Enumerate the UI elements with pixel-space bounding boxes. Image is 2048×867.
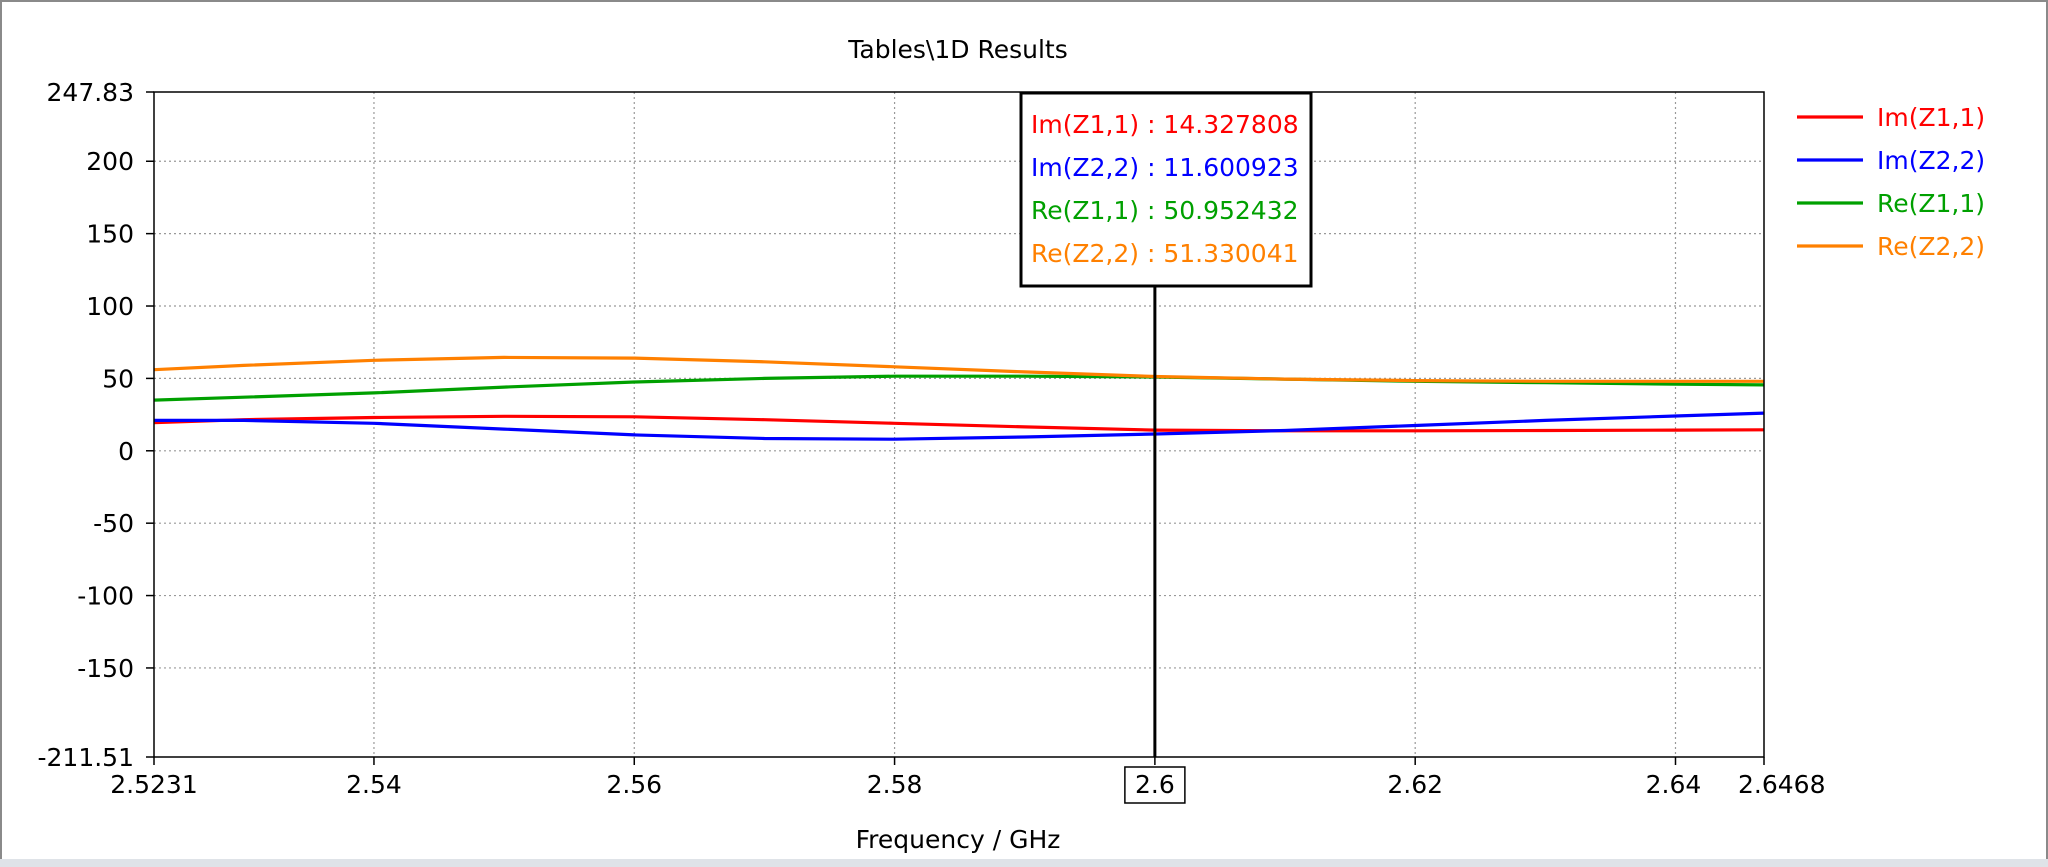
y-tick-label: 247.83 bbox=[47, 78, 134, 107]
y-tick-label: 50 bbox=[102, 364, 134, 393]
plot-area bbox=[153, 91, 1765, 758]
legend: Im(Z1,1) Im(Z2,2) Re(Z1,1) Re(Z2,2) bbox=[1797, 103, 1985, 261]
chart-title: Tables\1D Results bbox=[847, 35, 1067, 64]
y-tick-label: 100 bbox=[86, 292, 134, 321]
y-tick-label: -211.51 bbox=[38, 743, 135, 772]
x-tick-label: 2.5231 bbox=[110, 770, 197, 799]
series-lines bbox=[153, 355, 1765, 441]
x-tick-label: 2.54 bbox=[346, 770, 402, 799]
legend-label: Im(Z2,2) bbox=[1877, 146, 1985, 175]
x-tick-label: 2.58 bbox=[867, 770, 923, 799]
y-tick-label: -150 bbox=[77, 654, 134, 683]
series-line bbox=[154, 411, 1765, 441]
legend-label: Im(Z1,1) bbox=[1877, 103, 1985, 132]
x-tick-label: 2.64 bbox=[1646, 770, 1702, 799]
marker-x-label-box bbox=[1124, 766, 1186, 804]
marker-readout-text: Re(Z1,1) : 50.952432 bbox=[1031, 196, 1299, 225]
x-tick-label: 2.6 bbox=[1135, 770, 1175, 799]
legend-label: Re(Z2,2) bbox=[1877, 232, 1985, 261]
marker-readout-text: Im(Z2,2) : 11.600923 bbox=[1031, 153, 1299, 182]
y-tick-label: 0 bbox=[118, 437, 134, 466]
x-axis-label: Frequency / GHz bbox=[856, 825, 1061, 854]
marker-readout-text: Im(Z1,1) : 14.327808 bbox=[1031, 110, 1299, 139]
axes: 2.5231 2.54 2.56 2.58 2.6 2.62 2.64 2.6468 247.8… bbox=[38, 78, 1825, 804]
y-tick-label: -100 bbox=[77, 582, 134, 611]
marker[interactable]: Im(Z1,1) : 14.327808 Im(Z2,2) : 11.600923… bbox=[1019, 91, 1313, 757]
x-tick-label: 2.56 bbox=[606, 770, 662, 799]
y-tick-label: 150 bbox=[86, 220, 134, 249]
series-line bbox=[153, 355, 1764, 383]
marker-readout-box bbox=[1019, 91, 1313, 288]
x-tick-label: 2.62 bbox=[1387, 770, 1443, 799]
x-tick-label: 2.6468 bbox=[1738, 770, 1825, 799]
y-tick-label: -50 bbox=[93, 509, 134, 538]
window-bottom-strip bbox=[0, 859, 2048, 867]
legend-label: Re(Z1,1) bbox=[1877, 189, 1985, 218]
y-tick-label: 200 bbox=[86, 147, 134, 176]
series-line bbox=[153, 414, 1765, 433]
marker-readout-text: Re(Z2,2) : 51.330041 bbox=[1031, 239, 1299, 268]
